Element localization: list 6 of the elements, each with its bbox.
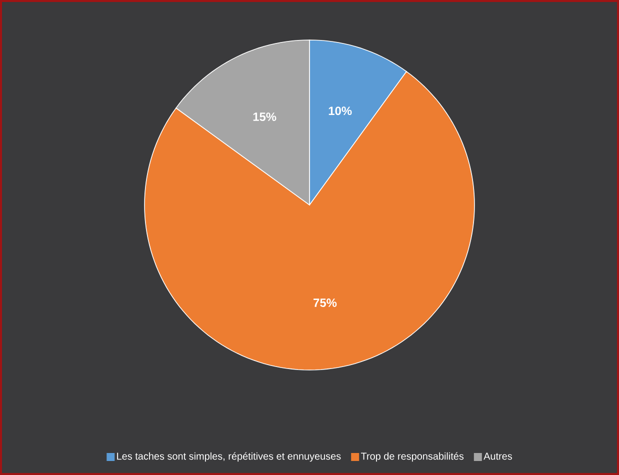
legend-label: Trop de responsabilités	[360, 452, 464, 462]
data-label: 75%	[314, 298, 337, 307]
legend-label: Les taches sont simples, répétitives et ennuyeuses	[117, 452, 341, 462]
data-label: 10%	[328, 106, 352, 116]
legend-label: Autres	[484, 452, 512, 460]
data-label: 15%	[253, 112, 276, 121]
